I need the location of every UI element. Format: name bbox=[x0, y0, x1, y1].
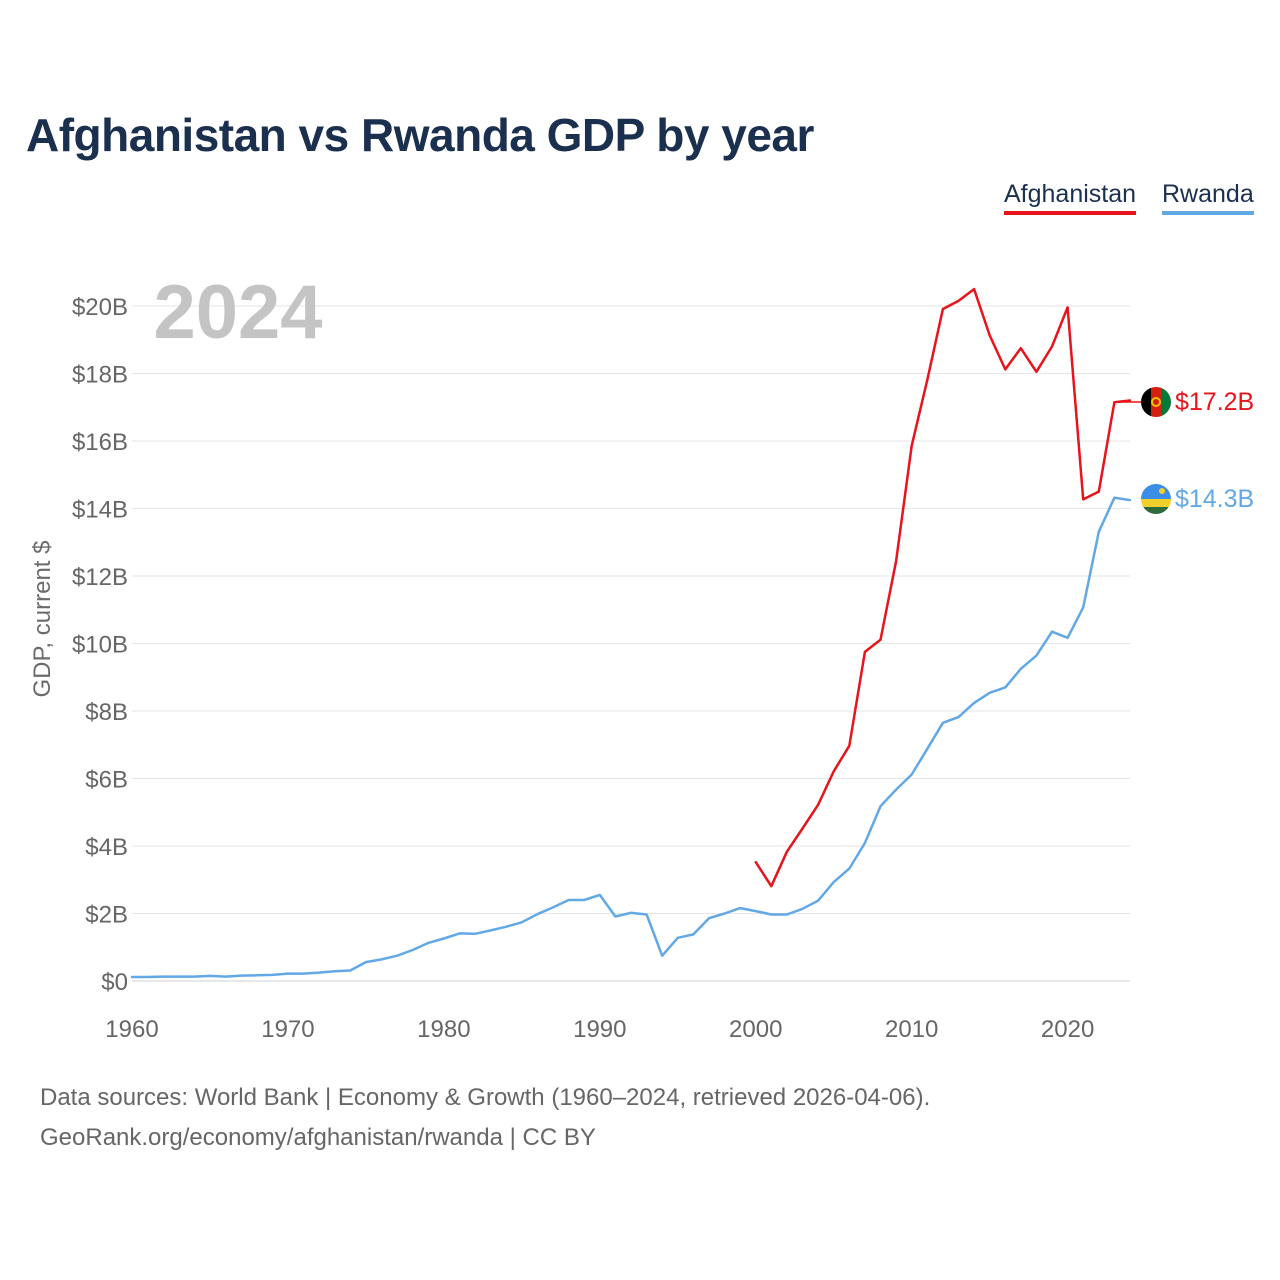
y-axis-ticks: $0 $2B $4B $6B $8B $10B $12B $14B $16B $18B $20B bbox=[72, 294, 128, 996]
page-title: Afghanistan vs Rwanda GDP by year bbox=[26, 109, 814, 161]
y-tick-label: $18B bbox=[72, 362, 128, 389]
series-line-rwanda bbox=[130, 496, 1132, 979]
x-tick-label: 1990 bbox=[573, 1016, 626, 1043]
series-lines bbox=[130, 287, 1132, 979]
y-tick-label: $4B bbox=[85, 834, 128, 861]
x-axis-ticks: 1960 1970 1980 1990 2000 2010 2020 bbox=[105, 1016, 1094, 1043]
x-tick-label: 2020 bbox=[1041, 1016, 1094, 1043]
source-text: Data sources: World Bank | Economy & Gro… bbox=[40, 1084, 931, 1111]
y-tick-label: $20B bbox=[72, 294, 128, 321]
y-tick-label: $14B bbox=[72, 497, 128, 524]
x-tick-label: 1980 bbox=[417, 1016, 470, 1043]
rwanda-end-value: $14.3B bbox=[1175, 485, 1254, 513]
y-tick-label: $2B bbox=[85, 902, 128, 929]
year-watermark: 2024 bbox=[153, 270, 322, 355]
x-tick-label: 1960 bbox=[105, 1016, 158, 1043]
y-tick-label: $12B bbox=[72, 564, 128, 591]
afghanistan-end-value: $17.2B bbox=[1175, 388, 1254, 416]
y-axis-label: GDP, current $ bbox=[29, 541, 56, 698]
grid-lines bbox=[132, 305, 1130, 982]
line-chart: 2024 $0$2B$4B$6B$8B$10B$12B$14B$16B$18B$… bbox=[29, 270, 1254, 1043]
afghanistan-flag-icon bbox=[1141, 387, 1171, 417]
legend-item-rwanda[interactable]: Rwanda bbox=[1162, 180, 1254, 215]
y-tick-label: $0 bbox=[101, 969, 128, 996]
y-tick-label: $16B bbox=[72, 429, 128, 456]
x-tick-label: 2000 bbox=[729, 1016, 782, 1043]
legend-item-afghanistan[interactable]: Afghanistan bbox=[1004, 180, 1137, 215]
rwanda-flag-icon bbox=[1141, 484, 1171, 514]
source-link[interactable]: GeoRank.org/economy/afghanistan/rwanda |… bbox=[40, 1124, 596, 1151]
y-tick-label: $8B bbox=[85, 699, 128, 726]
y-tick-label: $10B bbox=[72, 632, 128, 659]
y-tick-label: $6B bbox=[85, 767, 128, 794]
x-tick-label: 1970 bbox=[261, 1016, 314, 1043]
x-tick-label: 2010 bbox=[885, 1016, 938, 1043]
series-line-afghanistan bbox=[754, 287, 1132, 888]
